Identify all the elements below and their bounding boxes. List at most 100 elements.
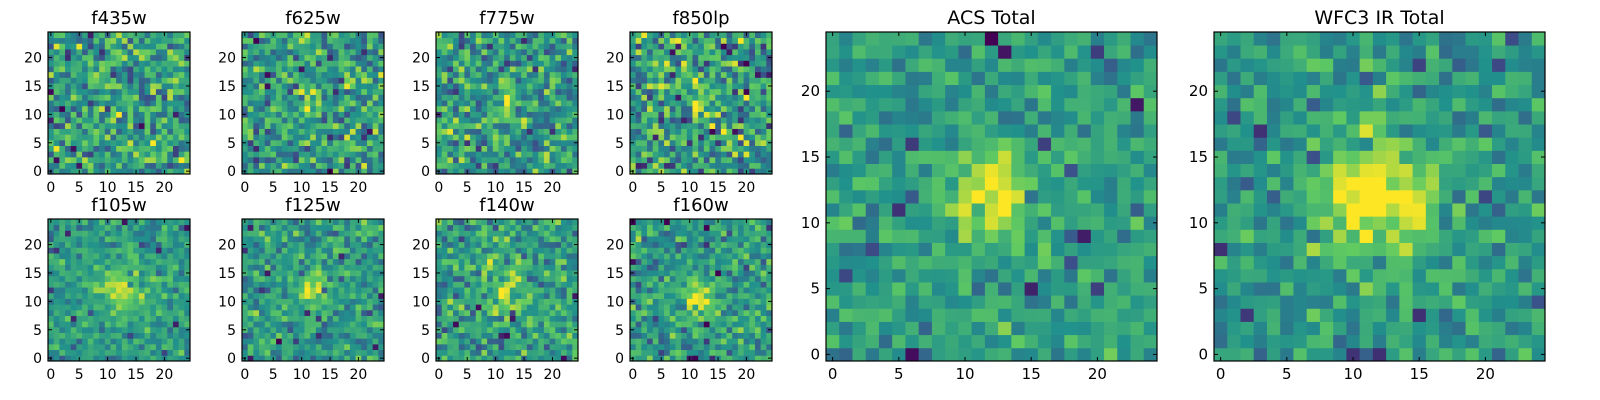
heatmap-cell [641,275,648,282]
heatmap-cell [144,343,151,351]
heatmap-cell [304,105,311,112]
heatmap-cell [366,270,374,277]
heatmap-cell [372,145,379,152]
x-tick-label: 20 [544,367,562,383]
heatmap-cell [754,145,762,152]
heatmap-cell [664,298,671,305]
heatmap-cell [361,326,368,333]
heatmap-cell [242,230,249,237]
heatmap-cell [732,151,739,158]
heatmap-cell [686,94,693,101]
heatmap-cell [378,253,385,260]
heatmap-cell [127,60,134,67]
heatmap-cell [344,321,351,328]
heatmap-cell [732,49,739,56]
heatmap-cell [521,71,528,78]
heatmap-cell [498,88,505,95]
heatmap-cell [366,77,374,84]
heatmap-cell [150,54,157,61]
heatmap-cell [664,326,671,333]
heatmap-cell [372,230,379,237]
heatmap-cell [498,128,505,135]
heatmap-cell [549,287,556,294]
heatmap-cell [366,355,374,362]
heatmap-cell [532,247,539,254]
heatmap-cell [133,43,140,50]
heatmap-cell [53,264,60,271]
heatmap-cell [532,258,539,265]
x-tick-label: 5 [75,180,84,196]
heatmap-cell [184,71,191,78]
heatmap-cell [481,88,488,95]
heatmap-cell [686,343,693,351]
heatmap-cell [253,236,260,243]
heatmap-cell [259,309,266,316]
heatmap-cell [703,168,710,175]
heatmap-cell [264,230,271,237]
heatmap-cell [378,343,385,351]
heatmap-cell [453,77,460,84]
heatmap-cell [453,230,460,237]
heatmap-cell [87,343,94,351]
heatmap-cell [754,105,762,112]
heatmap-cell [458,139,465,146]
heatmap-cell [332,156,339,164]
heatmap-cell [87,264,94,271]
heatmap-cell [59,315,66,322]
heatmap-cell [532,139,539,146]
heatmap-cell [116,236,123,243]
heatmap-cell [635,355,642,362]
heatmap-cell [732,343,739,351]
panel-title: f140w [479,195,534,216]
heatmap-cell [464,321,471,328]
heatmap-cell [549,151,556,158]
x-tick-label: 5 [463,180,472,196]
heatmap-cell [470,224,477,231]
heatmap-cell [53,298,60,305]
heatmap-cell [487,230,494,237]
heatmap-cell [538,60,545,67]
heatmap-cell [48,236,55,243]
heatmap-cell [543,309,550,316]
heatmap-cell [675,168,682,175]
heatmap-cell [560,139,568,146]
heatmap-cell [743,275,750,282]
heatmap-cell [737,156,744,164]
heatmap-cell [70,105,77,112]
heatmap-cell [664,88,671,95]
heatmap-cell [726,309,733,316]
heatmap-cell [526,32,533,39]
heatmap-cell [504,88,511,95]
heatmap-cell [172,326,180,333]
heatmap-cell [310,105,317,112]
heatmap-cell [441,287,448,294]
heatmap-cell [150,117,157,124]
heatmap-cell [754,355,762,362]
heatmap-cell [310,66,317,73]
heatmap-cell [172,236,180,243]
heatmap-cell [99,43,106,50]
heatmap-cell [361,247,368,254]
heatmap-cell [93,134,100,141]
heatmap-cell [555,66,562,73]
heatmap-cell [720,275,727,282]
y-tick-label: 15 [24,266,42,282]
heatmap-cell [116,117,123,124]
heatmap-cell [87,60,94,67]
heatmap-cell [82,77,89,84]
heatmap-cell [287,292,294,299]
heatmap-cell [766,321,773,328]
heatmap-cell [338,304,345,311]
heatmap-cell [310,128,317,135]
heatmap-cell [749,117,756,124]
heatmap-cell [344,134,351,141]
heatmap-cell [332,151,339,158]
heatmap-cell [338,156,345,164]
heatmap-cell [93,105,100,112]
heatmap-cell [737,32,744,39]
heatmap-cell [133,105,140,112]
y-tick-label: 15 [606,79,624,95]
heatmap-cell [264,100,271,107]
heatmap-cell [184,304,191,311]
heatmap-cell [378,43,385,50]
